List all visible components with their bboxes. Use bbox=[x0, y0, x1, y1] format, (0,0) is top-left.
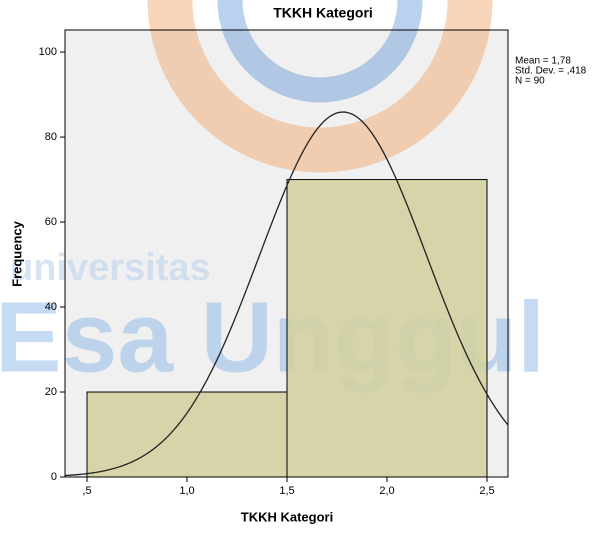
y-tick-label: 60 bbox=[45, 216, 57, 228]
x-tick-label: 1,5 bbox=[279, 485, 294, 497]
bar bbox=[286, 179, 488, 478]
bar bbox=[86, 391, 288, 478]
x-tick-label: 2,5 bbox=[479, 485, 494, 497]
x-tick-label: 1,0 bbox=[179, 485, 194, 497]
chart-title: TKKH Kategori bbox=[273, 5, 373, 21]
y-tick-label: 20 bbox=[45, 386, 57, 398]
x-tick-label: ,5 bbox=[82, 485, 91, 497]
stat-label: Mean = 1,78 bbox=[515, 56, 571, 67]
watermark-arc bbox=[217, 0, 423, 103]
x-axis-label: TKKH Kategori bbox=[241, 509, 333, 524]
y-tick-label: 80 bbox=[45, 131, 57, 143]
y-axis-label: Frequency bbox=[9, 220, 24, 287]
watermark-text: universitas bbox=[10, 247, 211, 289]
stat-label: Std. Dev. = ,418 bbox=[515, 66, 587, 77]
marks bbox=[64, 111, 509, 478]
y-tick-label: 0 bbox=[51, 471, 57, 483]
watermark bbox=[147, 0, 493, 173]
stat-label: N = 90 bbox=[515, 76, 545, 87]
x-tick-label: 2,0 bbox=[379, 485, 394, 497]
y-tick-label: 40 bbox=[45, 301, 57, 313]
normal-curve bbox=[64, 111, 509, 477]
watermark-arc bbox=[147, 0, 493, 173]
y-tick-label: 100 bbox=[39, 46, 57, 58]
